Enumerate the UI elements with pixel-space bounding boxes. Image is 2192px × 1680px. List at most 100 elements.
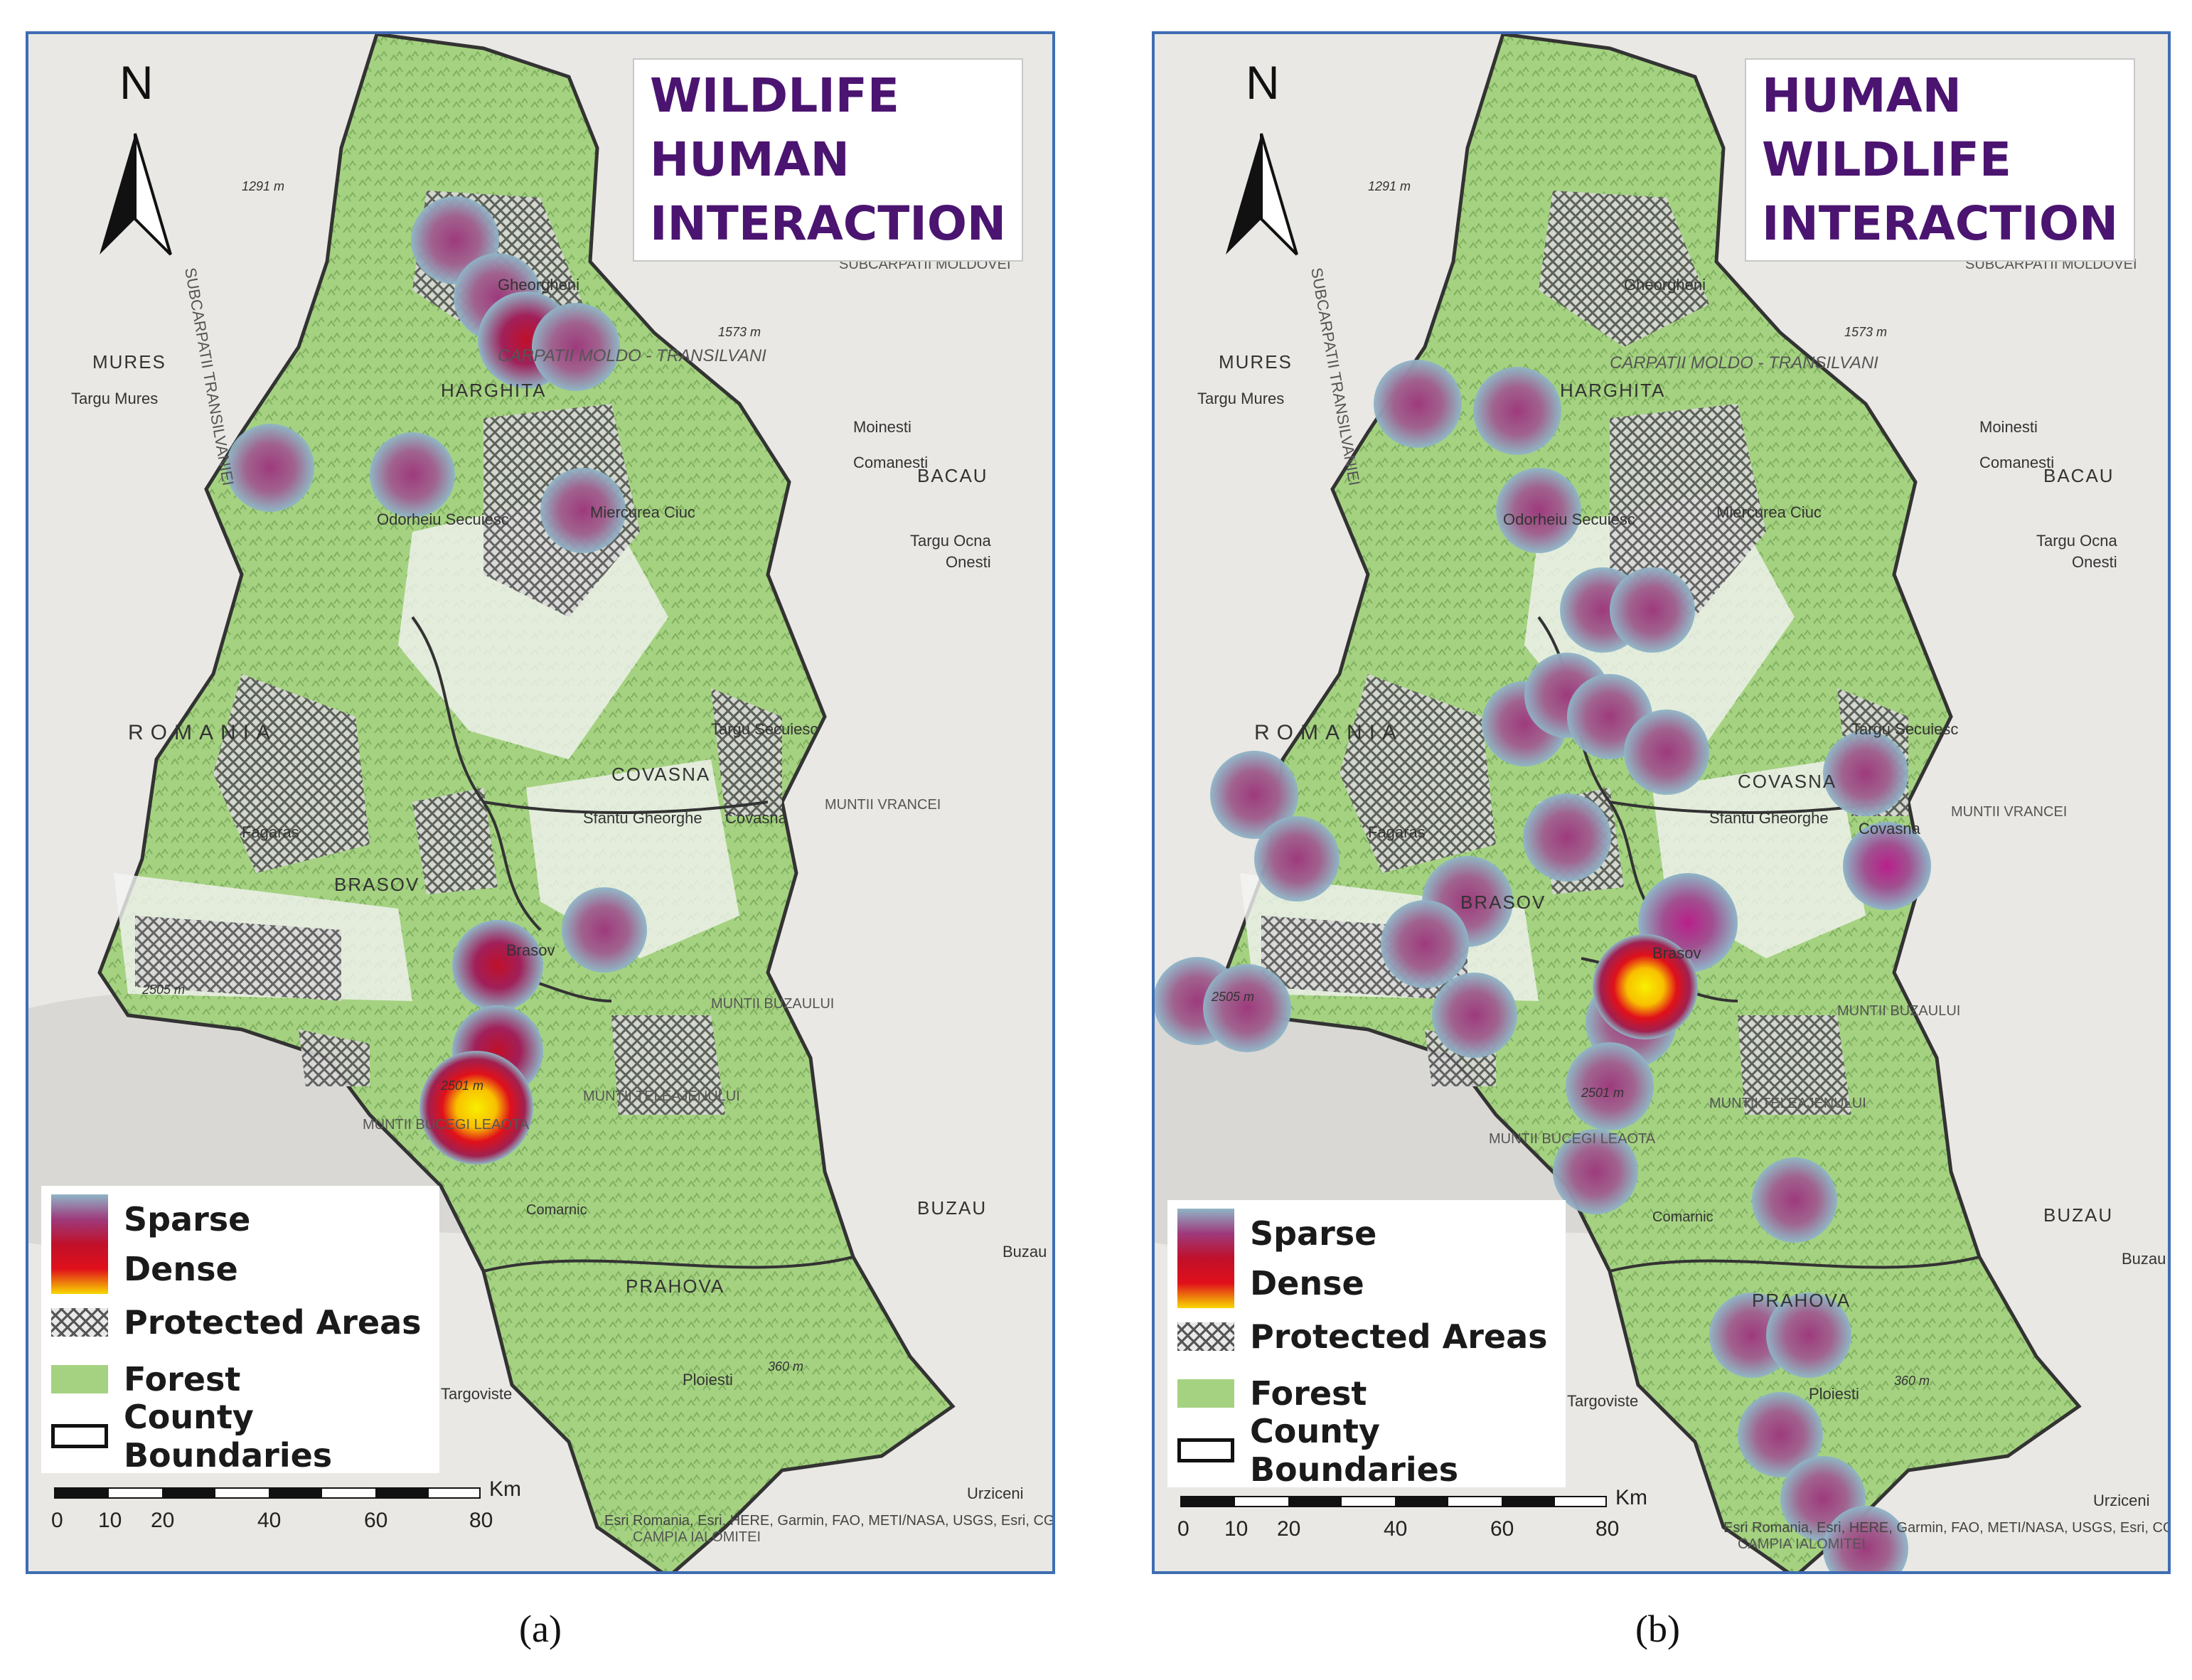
scale-tick: 40 — [1384, 1517, 1408, 1541]
legend-label: Forest — [124, 1360, 241, 1398]
legend-gradient: Sparse Dense — [51, 1194, 429, 1294]
place-label: Targu Secuiesc — [711, 720, 818, 738]
scale-tick: 60 — [1490, 1517, 1514, 1541]
title-line: WILDLIFE — [1762, 132, 2011, 187]
place-label: MUNTII BUZAULUI — [711, 996, 834, 1012]
caption-a: (a) — [519, 1607, 562, 1650]
legend-dense: Dense — [124, 1250, 238, 1288]
place-label: Buzau — [1003, 1243, 1047, 1261]
title-line: HUMAN — [1762, 68, 1962, 123]
place-label: Covasna — [1859, 820, 1921, 838]
hotspot — [1523, 793, 1611, 882]
scale-track — [1180, 1496, 1607, 1507]
place-label: CAMPIA IALOMITEI — [633, 1529, 761, 1545]
title-line: INTERACTION — [650, 196, 1007, 251]
hotspot — [532, 303, 620, 391]
map-panel-b: HARGHITA COVASNA BRASOV PRAHOVA MURES BA… — [1152, 31, 2171, 1574]
legend-label: County Boundaries — [124, 1398, 333, 1475]
hotspot — [1210, 751, 1298, 839]
place-label: MUNTII VRANCEI — [1951, 804, 2067, 820]
place-label: BRASOV — [334, 874, 419, 895]
place-label: MURES — [92, 351, 166, 373]
legend-label: Protected Areas — [124, 1303, 422, 1342]
legend-item-forest: Forest — [51, 1351, 429, 1408]
place-label: Urziceni — [967, 1484, 1023, 1502]
map-canvas-a: HARGHITA COVASNA BRASOV PRAHOVA MURES BA… — [28, 34, 1052, 1571]
place-label: BUZAU — [2043, 1204, 2113, 1226]
scale-tick: 10 — [1224, 1517, 1249, 1541]
place-label: CAMPIA IALOMITEI — [1738, 1536, 1866, 1552]
place-label: Ploiesti — [683, 1371, 733, 1389]
place-label: BRASOV — [1460, 892, 1546, 913]
legend-sparse: Sparse — [1250, 1214, 1377, 1253]
place-label: ROMANIA — [1254, 721, 1404, 744]
hotspot — [1432, 973, 1517, 1058]
scale-tick: 0 — [1177, 1517, 1189, 1541]
county-boundary-inner — [1609, 1256, 1980, 1273]
north-arrow: N — [1212, 55, 1311, 269]
place-label: Gheorgheni — [1624, 276, 1706, 294]
caption-b: (b) — [1635, 1607, 1680, 1650]
county-boundary-inner — [411, 616, 542, 931]
hotspot — [1553, 1129, 1638, 1214]
place-label: 1573 m — [1844, 325, 1887, 339]
county-swatch — [1177, 1438, 1234, 1462]
title-line: WILDLIFE — [650, 68, 899, 123]
map-panel-a: HARGHITA COVASNA BRASOV PRAHOVA MURES BA… — [26, 31, 1055, 1574]
hotspot — [1610, 567, 1695, 653]
hotspot — [1823, 1506, 1908, 1571]
attribution: Esri Romania, Esri, HERE, Garmin, FAO, M… — [1723, 1520, 2168, 1536]
hotspots-b — [1155, 360, 1931, 1571]
hotspot — [1203, 964, 1291, 1052]
legend-dense: Dense — [1250, 1264, 1364, 1302]
place-label: Covasna — [725, 809, 788, 827]
place-label: Miercurea Ciuc — [590, 503, 695, 521]
legend-item-protected: Protected Areas — [51, 1294, 429, 1351]
hotspot — [540, 468, 626, 553]
place-label: Comarnic — [526, 1202, 587, 1218]
north-arrow: N — [85, 55, 185, 269]
scale-tick: 0 — [51, 1509, 63, 1532]
place-label: Onesti — [2072, 553, 2117, 571]
forest-swatch — [1177, 1379, 1234, 1408]
place-label: 360 m — [768, 1359, 803, 1374]
place-label: Gheorgheni — [498, 276, 579, 294]
hotspot — [1381, 900, 1469, 988]
hotspot — [562, 887, 647, 973]
north-letter: N — [119, 56, 154, 109]
county-boundary-inner — [483, 1256, 854, 1273]
legend-label: Forest — [1250, 1374, 1367, 1413]
place-label: PRAHOVA — [626, 1275, 725, 1297]
place-label: CARPATII MOLDO - TRANSILVANI — [498, 346, 766, 365]
county-swatch — [51, 1424, 108, 1448]
place-label: COVASNA — [611, 764, 710, 785]
scale-track — [54, 1487, 481, 1499]
title-line: HUMAN — [650, 132, 850, 187]
place-label: 2505 m — [1211, 990, 1254, 1004]
place-label: HARGHITA — [1560, 380, 1665, 401]
place-label: Moinesti — [1979, 418, 2038, 436]
scale-bar-a: Km 0 10 20 40 60 80 — [51, 1477, 521, 1563]
hotspot — [1566, 1042, 1654, 1130]
legend-item-forest: Forest — [1177, 1365, 1556, 1422]
place-label: Onesti — [946, 553, 991, 571]
place-label: Odorheiu Secuiesc — [1503, 510, 1635, 528]
legend-gradient: Sparse Dense — [1177, 1209, 1556, 1308]
place-label: Brasov — [1652, 944, 1701, 962]
legend-item-protected: Protected Areas — [1177, 1308, 1556, 1365]
legend-b: Sparse Dense Protected Areas Forest Coun… — [1167, 1200, 1566, 1489]
map-title-a: WILDLIFE HUMAN INTERACTION — [633, 58, 1024, 262]
scale-tick: 80 — [469, 1509, 493, 1532]
place-label: Brasov — [506, 941, 555, 959]
protected-swatch — [1177, 1322, 1234, 1351]
hotspot — [1738, 1392, 1823, 1477]
hotspot — [370, 432, 455, 518]
hotspot — [1496, 468, 1581, 553]
place-label: CARPATII MOLDO - TRANSILVANI — [1610, 353, 1878, 373]
place-label: Urziceni — [2093, 1492, 2149, 1509]
legend-a: Sparse Dense Protected Areas Forest Coun… — [41, 1186, 439, 1475]
hotspot — [1254, 816, 1340, 901]
scale-tick: 80 — [1595, 1517, 1620, 1541]
place-label: Odorheiu Secuiesc — [377, 510, 509, 528]
place-label: Comanesti — [1979, 454, 2054, 471]
